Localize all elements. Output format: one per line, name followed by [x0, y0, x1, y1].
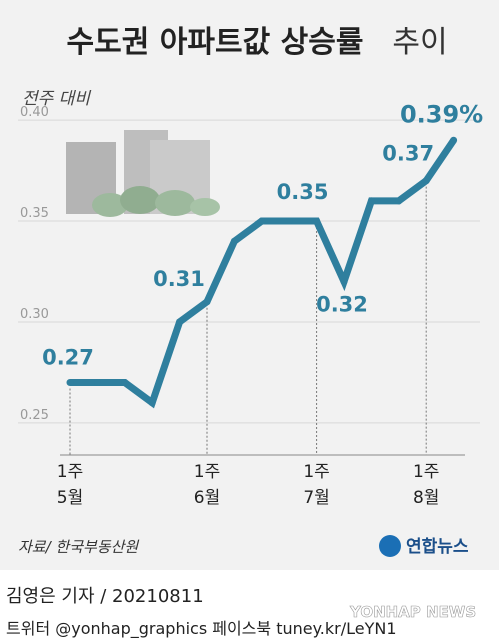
data-point — [148, 399, 156, 407]
x-tick-label: 1주 8월 — [413, 462, 439, 508]
data-point — [340, 278, 348, 286]
data-point — [422, 177, 430, 185]
value-label: 0.31 — [153, 267, 205, 291]
watermark: YONHAP NEWS — [349, 603, 476, 621]
building-illustration — [66, 130, 220, 217]
logo-icon — [379, 535, 401, 557]
y-tick-label: 0.40 — [20, 105, 49, 120]
x-tick-label: 1주 5월 — [57, 462, 83, 508]
chart-title: 수도권 아파트값 상승률 — [67, 25, 364, 60]
y-tick-label: 0.30 — [20, 307, 49, 322]
value-label: 0.37 — [382, 142, 434, 166]
y-tick-label: 0.35 — [20, 206, 49, 221]
subtitle: 전주 대비 — [22, 89, 91, 109]
data-point — [450, 136, 458, 144]
byline: 김영은 기자 / 20210811 — [6, 586, 204, 607]
data-point — [367, 197, 375, 205]
data-point — [93, 379, 101, 387]
y-tick-label: 0.25 — [20, 408, 49, 423]
data-point — [121, 379, 129, 387]
value-label: 0.27 — [42, 346, 94, 370]
x-tick-label: 1주 6월 — [194, 462, 220, 508]
social: 트위터 @yonhap_graphics 페이스북 tuney.kr/LeYN1 — [6, 619, 397, 639]
data-point — [203, 298, 211, 306]
logo: 연합뉴스 — [406, 536, 469, 557]
data-point — [285, 217, 293, 225]
chart-title-suffix: 추이 — [392, 25, 447, 60]
value-label: 0.39% — [400, 100, 483, 128]
value-label: 0.35 — [277, 180, 329, 204]
source: 자료/ 한국부동산원 — [18, 538, 139, 556]
data-point — [66, 379, 74, 387]
value-label: 0.32 — [316, 293, 368, 317]
data-point — [395, 197, 403, 205]
chart-background — [0, 0, 499, 570]
data-point — [230, 237, 238, 245]
x-tick-label: 1주 7월 — [303, 462, 329, 508]
data-point — [258, 217, 266, 225]
data-point — [176, 318, 184, 326]
data-point — [313, 217, 321, 225]
